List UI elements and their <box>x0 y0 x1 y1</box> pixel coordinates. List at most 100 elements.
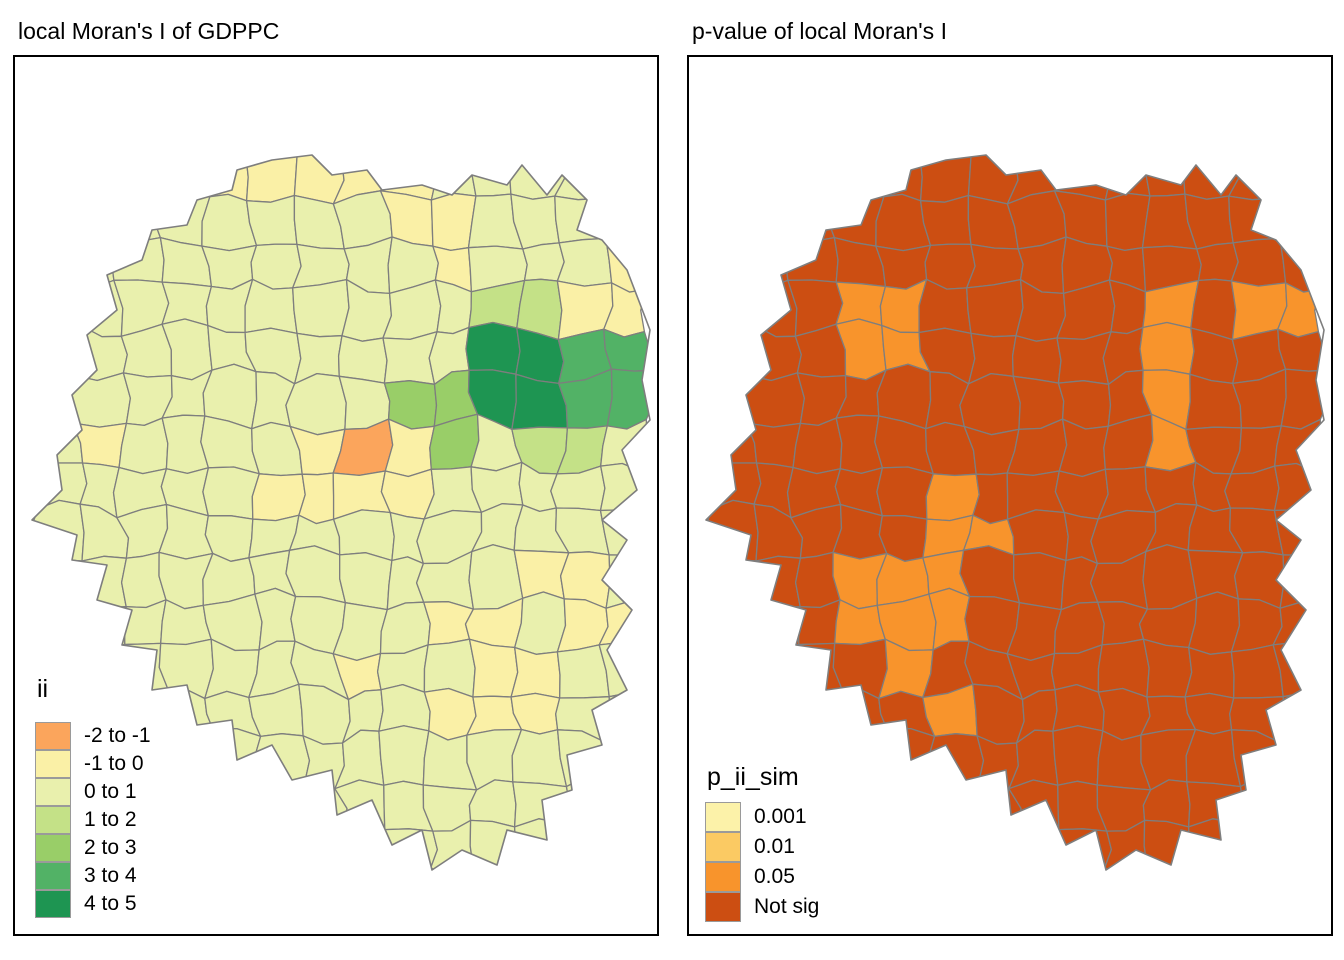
county-region <box>1187 818 1241 870</box>
legend-title: p_ii_sim <box>707 763 799 791</box>
county-region <box>158 638 214 700</box>
county-region <box>285 545 347 604</box>
county-region <box>1013 552 1067 611</box>
map-legend: p_ii_sim 0.001 0.01 0.05 Not sig <box>705 763 819 922</box>
county-region <box>32 499 85 566</box>
county-region <box>510 646 561 699</box>
county-region <box>337 335 388 384</box>
county-region <box>972 472 1009 525</box>
legend-swatch <box>705 832 741 862</box>
county-region <box>156 155 214 199</box>
county-region <box>1052 683 1105 732</box>
map-legend: ii -2 to -1 -1 to 0 0 to 1 1 to 2 2 to 3 3 to … <box>35 675 151 918</box>
county-region <box>919 155 973 203</box>
county-region <box>1011 335 1062 384</box>
legend-item: 2 to 3 <box>35 834 151 862</box>
legend-label: 0.001 <box>754 805 807 828</box>
county-region <box>253 778 310 835</box>
county-region <box>1054 468 1109 520</box>
county-region <box>465 321 521 375</box>
legend-item: 1 to 2 <box>35 806 151 834</box>
legend-item: 4 to 5 <box>35 890 151 918</box>
county-region <box>32 373 74 427</box>
legend-item: 0.01 <box>705 832 819 862</box>
county-region <box>927 778 984 835</box>
legend-swatch <box>35 806 71 834</box>
county-region <box>380 468 435 520</box>
county-region <box>202 466 260 520</box>
county-region <box>1274 197 1324 247</box>
county-region <box>378 683 431 732</box>
county-region <box>919 194 972 247</box>
legend-title: ii <box>37 675 49 703</box>
county-region <box>959 545 1021 604</box>
map-frame: p_ii_sim 0.001 0.01 0.05 Not sig <box>687 55 1333 936</box>
county-region <box>706 373 748 427</box>
choropleth-map <box>705 154 1325 871</box>
legend-item: 3 to 4 <box>35 862 151 890</box>
county-region <box>1273 508 1324 556</box>
legend-label: 4 to 5 <box>84 892 137 915</box>
legend-swatch <box>35 722 71 750</box>
county-region <box>68 598 127 652</box>
legend-swatch <box>705 862 741 892</box>
legend-label: 0.01 <box>754 835 795 858</box>
county-region <box>1196 242 1239 282</box>
county-region <box>292 278 350 338</box>
county-region <box>706 558 757 600</box>
county-region <box>1053 601 1105 655</box>
province-outline <box>705 154 1325 871</box>
legend-item: Not sig <box>705 892 819 922</box>
county-region <box>605 687 649 749</box>
legend-item: 0 to 1 <box>35 778 151 806</box>
county-region <box>1139 321 1195 375</box>
county-region <box>792 417 843 475</box>
county-region <box>245 194 298 247</box>
county-region <box>1277 739 1324 780</box>
panel-title: p-value of local Moran's I <box>692 18 947 44</box>
county-region <box>600 197 650 247</box>
legend-swatch <box>35 862 71 890</box>
county-region <box>378 725 430 786</box>
legend-label: 0.05 <box>754 865 795 888</box>
county-region <box>556 237 613 287</box>
county-region <box>793 691 847 743</box>
county-region <box>830 155 888 199</box>
county-region <box>339 552 393 611</box>
county-region <box>925 473 980 522</box>
county-region <box>1184 646 1235 699</box>
county-region <box>111 236 165 283</box>
county-region <box>468 638 519 698</box>
county-region <box>514 591 567 655</box>
county-region <box>785 236 839 283</box>
county-region <box>599 508 650 556</box>
county-region <box>298 472 335 525</box>
county-region <box>706 499 759 566</box>
county-region <box>32 422 84 464</box>
legend-swatch <box>705 802 741 832</box>
county-region <box>1058 418 1109 478</box>
legend-label: 0 to 1 <box>84 780 137 803</box>
choropleth-map <box>31 154 651 871</box>
county-region <box>603 328 650 372</box>
legend-swatch <box>35 834 71 862</box>
county-region <box>599 462 650 518</box>
county-region <box>1052 725 1104 786</box>
county-region <box>1273 462 1324 518</box>
county-region <box>1142 638 1193 698</box>
county-region <box>883 155 923 202</box>
legend-label: 2 to 3 <box>84 836 137 859</box>
county-region <box>966 278 1024 338</box>
legend-label: -1 to 0 <box>84 752 144 775</box>
panel-local-morans-i: local Moran's I of GDPPC ii -2 to -1 -1 to… <box>13 16 659 936</box>
county-region <box>739 643 800 702</box>
legend-item: -2 to -1 <box>35 722 151 750</box>
legend-item: 0.001 <box>705 802 819 832</box>
county-region <box>706 422 758 464</box>
county-region <box>832 638 888 700</box>
legend-swatch <box>35 750 71 778</box>
legend-swatch <box>35 778 71 806</box>
legend-label: -2 to -1 <box>84 724 151 747</box>
county-region <box>522 242 565 282</box>
county-region <box>1104 155 1151 201</box>
